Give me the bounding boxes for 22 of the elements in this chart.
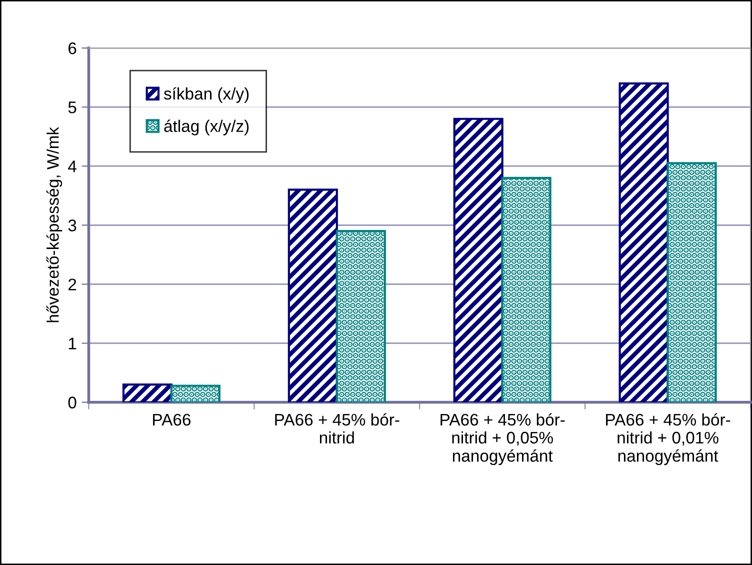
y-tick-label: 3 xyxy=(68,220,76,232)
y-tick-label: 6 xyxy=(68,42,76,54)
bar xyxy=(336,230,386,402)
legend-label: átlag (x/y/z) xyxy=(164,120,249,136)
y-axis-title: hővezető-képesség, W/mk xyxy=(46,126,62,322)
bar xyxy=(122,384,172,402)
bar xyxy=(170,384,220,402)
x-tick-label: PA66 + 45% bór- nitrid + 0,05% nanogyémánt xyxy=(440,413,565,466)
legend-label: síkban (x/y) xyxy=(164,87,249,103)
bar xyxy=(501,176,552,402)
y-tick-label: 4 xyxy=(68,160,76,172)
bar xyxy=(453,118,504,402)
bar xyxy=(618,82,669,402)
y-tick-label: 0 xyxy=(68,396,76,408)
bar xyxy=(288,188,338,402)
x-tick-label: PA66 + 45% bór- nitrid xyxy=(275,413,400,444)
bar xyxy=(666,162,717,402)
y-tick-label: 1 xyxy=(68,338,76,350)
x-tick-label: PA66 + 45% bór- nitrid + 0,01% nanogyémánt xyxy=(606,413,730,466)
x-tick-label: PA66 xyxy=(153,414,190,426)
y-tick-label: 5 xyxy=(68,102,76,114)
y-tick-label: 2 xyxy=(68,278,76,290)
